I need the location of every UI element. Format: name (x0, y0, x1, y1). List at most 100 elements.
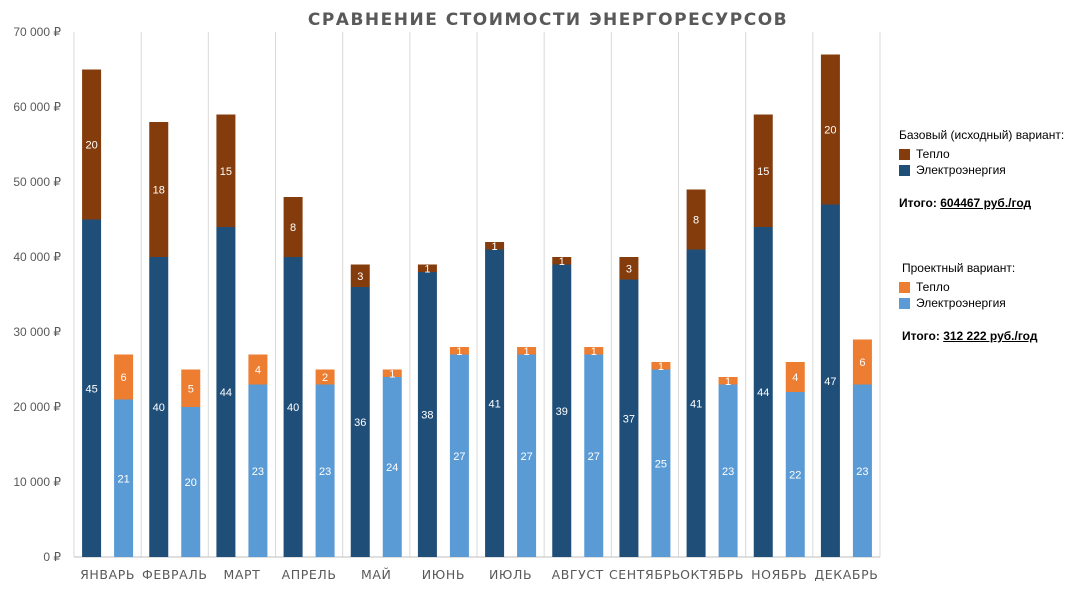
bar-project-electricity (651, 369, 671, 557)
legend-label: Электроэнергия (916, 296, 1006, 310)
x-tick-label: МАРТ (223, 567, 260, 582)
data-label: 41 (690, 398, 702, 410)
data-label: 20 (824, 125, 836, 137)
x-tick-label: ДЕКАБРЬ (814, 567, 878, 582)
data-label: 23 (856, 466, 868, 478)
x-tick-label: ЯНВАРЬ (80, 567, 135, 582)
bar-project-heat (718, 377, 738, 385)
bar-project-electricity (584, 354, 604, 557)
bar-base-heat (820, 54, 840, 205)
bar-project-heat (315, 369, 335, 385)
bar-base-electricity (417, 272, 437, 557)
data-label: 23 (722, 466, 734, 478)
legend-swatch-project-heat (899, 281, 910, 293)
chart-title: СРАВНЕНИЕ СТОИМОСТИ ЭНЕРГОРЕСУРСОВ (308, 10, 788, 30)
project-total-label: Итого: (902, 329, 944, 343)
data-label: 21 (117, 473, 129, 485)
y-tick-label: 60 000 ₽ (13, 100, 61, 114)
data-label: 6 (859, 357, 865, 369)
data-label: 1 (492, 241, 498, 253)
data-label: 15 (757, 166, 769, 178)
bar-base-heat (149, 122, 169, 257)
legend-label: Электроэнергия (916, 163, 1006, 177)
x-tick-label: МАЙ (361, 567, 392, 582)
bar-project-heat (181, 369, 201, 407)
data-label: 22 (789, 470, 801, 482)
data-label: 20 (85, 140, 97, 152)
bar-base-heat (753, 114, 773, 227)
data-label: 8 (693, 215, 699, 227)
data-label: 45 (85, 383, 97, 395)
data-label: 1 (591, 346, 597, 358)
legend-label: Тепло (916, 280, 950, 294)
x-axis: ЯНВАРЬ ФЕВРАЛЬ МАРТ АПРЕЛЬ МАЙ ИЮНЬ ИЮЛЬ АВГУСТ… (80, 567, 878, 582)
data-label: 37 (623, 413, 635, 425)
y-axis: 0 ₽ 10 000 ₽ 20 000 ₽ 30 000 ₽ 40 000 ₽ 50 00… (13, 25, 61, 564)
data-label: 15 (220, 166, 232, 178)
data-label: 1 (389, 368, 395, 380)
y-tick-label: 40 000 ₽ (13, 250, 61, 264)
bar-project-electricity (785, 392, 805, 557)
bar-project-heat (852, 339, 872, 385)
data-label: 8 (290, 222, 296, 234)
data-label: 39 (556, 406, 568, 418)
data-label: 2 (322, 372, 328, 384)
bar-project-electricity (517, 354, 537, 557)
bar-base-electricity (149, 257, 169, 557)
x-tick-label: НОЯБРЬ (751, 567, 807, 582)
bar-base-electricity (552, 264, 572, 557)
bar-base-electricity (686, 249, 706, 557)
bar-project-electricity (315, 384, 335, 557)
bar-project-electricity (718, 384, 738, 557)
x-tick-label: ИЮНЬ (422, 567, 465, 582)
data-label: 4 (255, 365, 261, 377)
y-tick-label: 30 000 ₽ (13, 325, 61, 339)
y-tick-label: 10 000 ₽ (13, 475, 61, 489)
x-tick-label: АВГУСТ (552, 567, 604, 582)
legend-project: Проектный вариант: Тепло Электроэнергия … (899, 261, 1079, 343)
data-label: 44 (220, 387, 232, 399)
bar-project-heat (651, 362, 671, 370)
bar-base-electricity (283, 257, 303, 557)
y-tick-label: 20 000 ₽ (13, 400, 61, 414)
data-label: 4 (792, 372, 798, 384)
legend-label: Тепло (916, 147, 950, 161)
bar-base-heat (552, 257, 572, 265)
data-label: 24 (386, 462, 398, 474)
data-label: 1 (658, 361, 664, 373)
data-label: 1 (524, 346, 530, 358)
bar-base-heat (485, 242, 505, 250)
y-tick-label: 0 ₽ (43, 550, 61, 564)
data-label: 25 (655, 458, 667, 470)
data-label: 1 (456, 346, 462, 358)
bar-base-electricity (485, 249, 505, 557)
bar-base-electricity (216, 227, 236, 557)
data-labels: 4520401844154083633814113913734184415472… (85, 125, 868, 490)
bar-project-heat (785, 362, 805, 392)
legend-base-heading: Базовый (исходный) вариант: (899, 128, 1065, 142)
data-label: 47 (824, 376, 836, 388)
bar-base-electricity (753, 227, 773, 557)
grid-lines (73, 32, 881, 558)
bar-project-heat (517, 347, 537, 355)
bar-base-heat (350, 264, 370, 287)
bar-base-heat (417, 264, 437, 272)
bar-base-electricity (820, 204, 840, 557)
legend-item: Электроэнергия (899, 162, 1079, 178)
data-label: 36 (354, 417, 366, 429)
x-tick-label: ИЮЛЬ (489, 567, 532, 582)
bar-base-heat (82, 69, 102, 220)
x-tick-label: ФЕВРАЛЬ (142, 567, 208, 582)
bars (82, 54, 872, 557)
bar-project-electricity (181, 407, 201, 557)
bar-project-heat (584, 347, 604, 355)
bar-project-electricity (449, 354, 469, 557)
data-label: 5 (188, 383, 194, 395)
legend-swatch-base-electricity (899, 164, 910, 176)
data-label: 1 (559, 256, 565, 268)
bar-project-electricity (114, 399, 134, 557)
data-label: 1 (424, 263, 430, 275)
project-total: Итого: 312 222 руб./год (899, 329, 1079, 343)
bar-project-heat (449, 347, 469, 355)
